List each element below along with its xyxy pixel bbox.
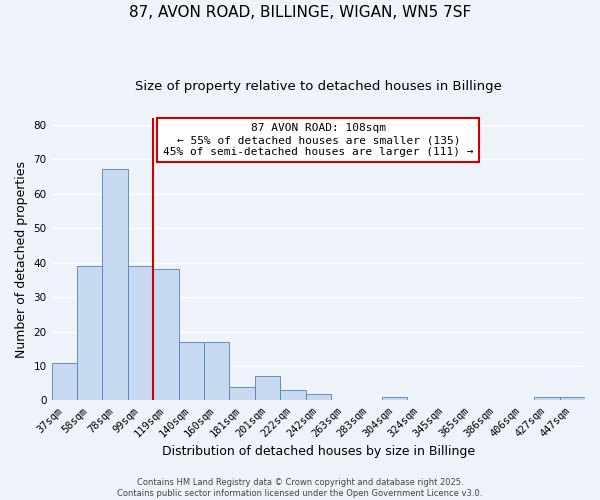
Bar xyxy=(229,386,255,400)
Bar xyxy=(52,362,77,401)
Bar xyxy=(305,394,331,400)
Y-axis label: Number of detached properties: Number of detached properties xyxy=(15,160,28,358)
Bar xyxy=(382,397,407,400)
Text: Contains HM Land Registry data © Crown copyright and database right 2025.
Contai: Contains HM Land Registry data © Crown c… xyxy=(118,478,482,498)
Bar xyxy=(77,266,103,400)
Bar xyxy=(255,376,280,400)
Text: 87, AVON ROAD, BILLINGE, WIGAN, WN5 7SF: 87, AVON ROAD, BILLINGE, WIGAN, WN5 7SF xyxy=(129,5,471,20)
Title: Size of property relative to detached houses in Billinge: Size of property relative to detached ho… xyxy=(135,80,502,93)
Text: 87 AVON ROAD: 108sqm
← 55% of detached houses are smaller (135)
45% of semi-deta: 87 AVON ROAD: 108sqm ← 55% of detached h… xyxy=(163,124,473,156)
X-axis label: Distribution of detached houses by size in Billinge: Distribution of detached houses by size … xyxy=(162,444,475,458)
Bar xyxy=(534,397,560,400)
Bar xyxy=(179,342,204,400)
Bar xyxy=(204,342,229,400)
Bar xyxy=(153,270,179,400)
Bar xyxy=(280,390,305,400)
Bar xyxy=(128,266,153,400)
Bar xyxy=(560,397,585,400)
Bar xyxy=(103,170,128,400)
